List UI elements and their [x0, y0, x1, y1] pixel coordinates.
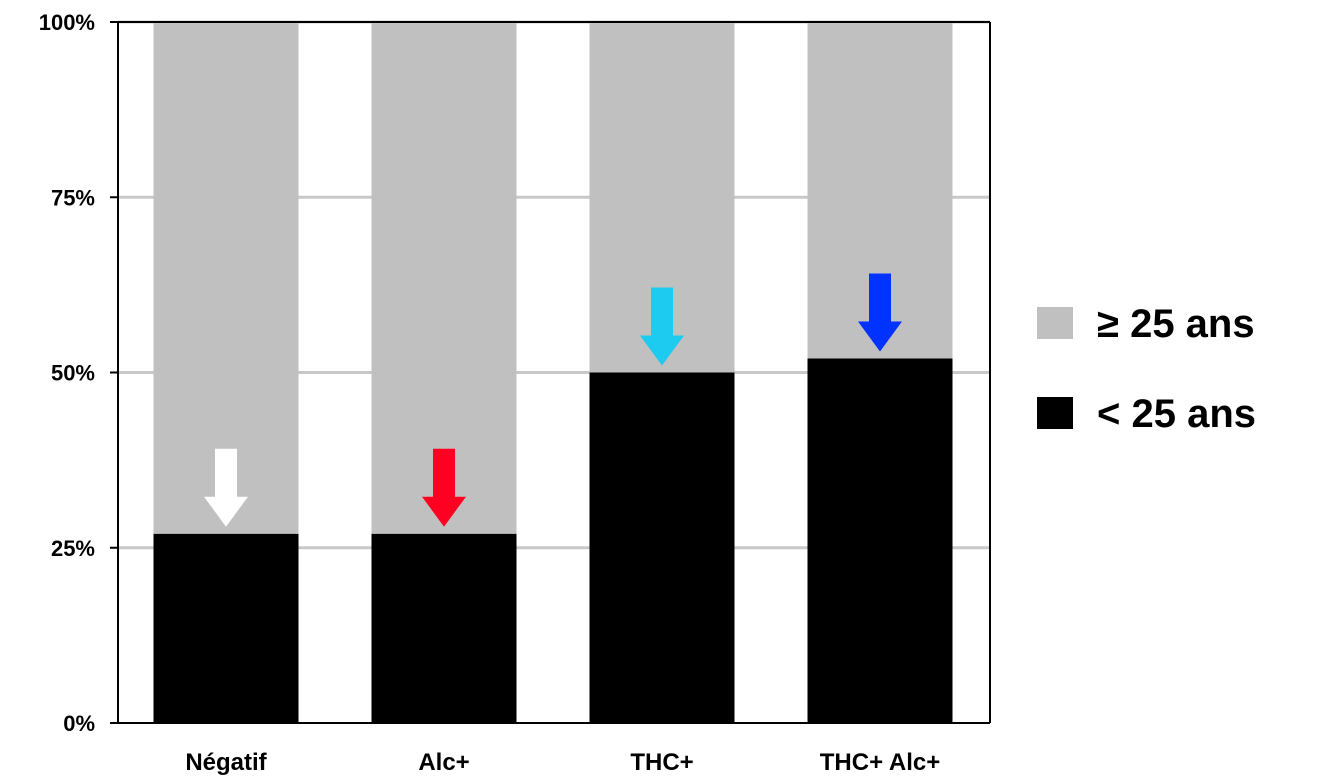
bar-segment [371, 533, 517, 723]
y-tick-label: 50% [51, 361, 95, 386]
axes [110, 21, 991, 724]
legend-swatch [1037, 307, 1073, 339]
bar-segment [153, 22, 299, 534]
legend-label: ≥ 25 ans [1097, 302, 1255, 346]
bar-segment [153, 533, 299, 723]
annotation-arrows [204, 273, 902, 527]
x-category-label: Alc+ [418, 749, 469, 776]
bars [153, 22, 953, 723]
y-tick-labels: 0% 25% 50% 75% 100% [39, 10, 95, 736]
x-category-label: Négatif [185, 749, 267, 776]
legend-label: < 25 ans [1097, 392, 1256, 436]
down-arrow-annotation [640, 287, 684, 366]
y-tick-label: 75% [51, 185, 95, 210]
y-tick-label: 0% [63, 711, 95, 736]
down-arrow-annotation [858, 273, 902, 352]
y-tick-label: 25% [51, 536, 95, 561]
x-category-label: THC+ Alc+ [820, 749, 940, 776]
bar-segment [371, 22, 517, 534]
legend: ≥ 25 ans < 25 ans [1037, 302, 1256, 436]
x-category-labels: Négatif Alc+ THC+ THC+ Alc+ [185, 749, 940, 776]
bar-segment [807, 358, 953, 723]
down-arrow-annotation [422, 448, 466, 527]
x-category-label: THC+ [630, 749, 693, 776]
down-arrow-annotation [204, 448, 248, 527]
y-tick-label: 100% [39, 10, 95, 35]
legend-swatch [1037, 397, 1073, 429]
bar-segment [589, 372, 735, 723]
